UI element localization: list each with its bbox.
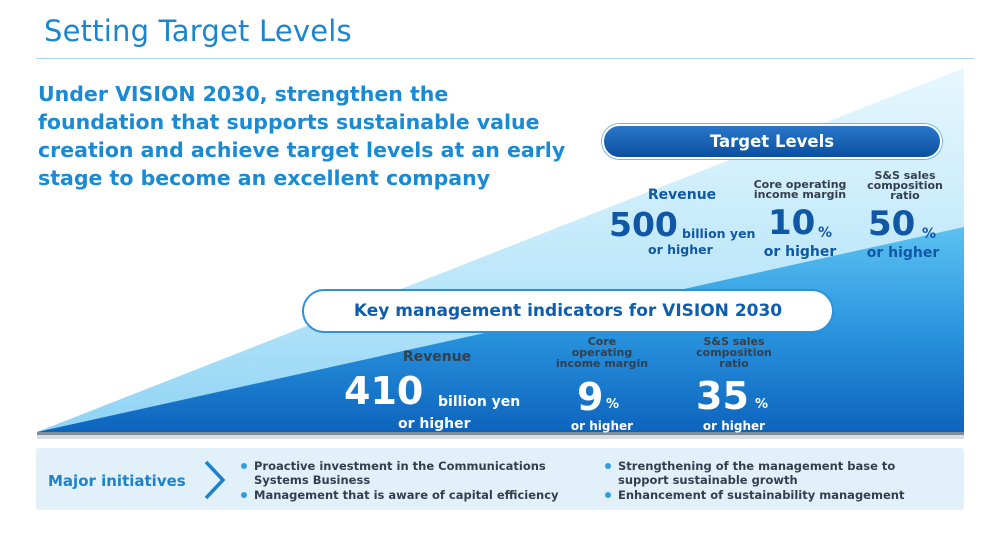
target-margin-value: 10 xyxy=(768,203,816,243)
kmi-margin-unit: % xyxy=(606,397,620,412)
target-margin-unit: % xyxy=(818,225,833,241)
kmi-margin-label-2: operating xyxy=(571,346,633,359)
page-title: Setting Target Levels xyxy=(44,14,352,48)
kmi-revenue-value: 410 xyxy=(344,369,424,413)
major-initiatives-title: Major initiatives xyxy=(48,472,186,490)
title-divider xyxy=(36,58,974,59)
target-ss-unit: % xyxy=(922,226,937,242)
target-ss-label-2: composition xyxy=(867,179,943,192)
initiative-text: Proactive investment in the Communicatio… xyxy=(254,459,546,473)
target-revenue-label: Revenue xyxy=(647,187,717,203)
list-item: Proactive investment in the Communicatio… xyxy=(240,459,600,487)
list-item: Strengthening of the management base to … xyxy=(604,459,954,487)
initiative-text: Enhancement of sustainability management xyxy=(618,488,905,502)
target-revenue-qualifier: or higher xyxy=(648,242,713,257)
initiative-text: Management that is aware of capital effi… xyxy=(254,488,559,502)
kmi-margin-qualifier: or higher xyxy=(570,419,634,433)
kmi-heading: Key management indicators for VISION 203… xyxy=(302,289,834,333)
target-margin-label-1: Core operating xyxy=(753,178,847,191)
kmi-margin-label-1: Core xyxy=(587,335,617,348)
headline-statement: Under VISION 2030, strengthen the founda… xyxy=(38,82,566,190)
kmi-revenue-qualifier: or higher xyxy=(398,416,471,432)
major-initiatives-panel: Major initiatives Proactive investment i… xyxy=(36,448,964,510)
target-levels-heading: Target Levels xyxy=(602,124,942,159)
initiatives-list-right: Strengthening of the management base to … xyxy=(604,459,954,503)
initiative-text: Strengthening of the management base to xyxy=(618,459,896,473)
kmi-ss-qualifier: or higher xyxy=(702,419,766,433)
target-ss-qualifier: or higher xyxy=(866,245,940,261)
kmi-margin-value: 9 xyxy=(577,375,604,419)
kmi-ss-value: 35 xyxy=(696,374,749,418)
chevron-right-icon xyxy=(204,460,226,500)
target-ss-label-3: ratio xyxy=(890,189,920,202)
kmi-ss-label-1: S&S sales xyxy=(703,335,765,348)
target-margin-label-2: income margin xyxy=(753,188,847,201)
target-ss-value: 50 xyxy=(868,204,916,244)
initiatives-list-left: Proactive investment in the Communicatio… xyxy=(240,459,600,503)
kmi-ss-label-2: composition xyxy=(696,346,772,359)
target-revenue-unit: billion yen xyxy=(682,226,756,241)
initiative-text: support sustainable growth xyxy=(618,473,798,487)
kmi-ss-label-3: ratio xyxy=(719,357,749,370)
target-margin-qualifier: or higher xyxy=(763,244,837,260)
kmi-revenue-unit: billion yen xyxy=(438,394,521,410)
kmi-ss-unit: % xyxy=(755,397,769,412)
target-ss-label-1: S&S sales xyxy=(874,169,936,182)
kmi-revenue-label: Revenue xyxy=(402,349,472,365)
list-item: Management that is aware of capital effi… xyxy=(240,488,600,502)
kmi-margin-label-3: income margin xyxy=(555,357,649,370)
target-revenue-value: 500 xyxy=(609,205,678,244)
initiative-text: Systems Business xyxy=(254,473,371,487)
list-item: Enhancement of sustainability management xyxy=(604,488,954,502)
